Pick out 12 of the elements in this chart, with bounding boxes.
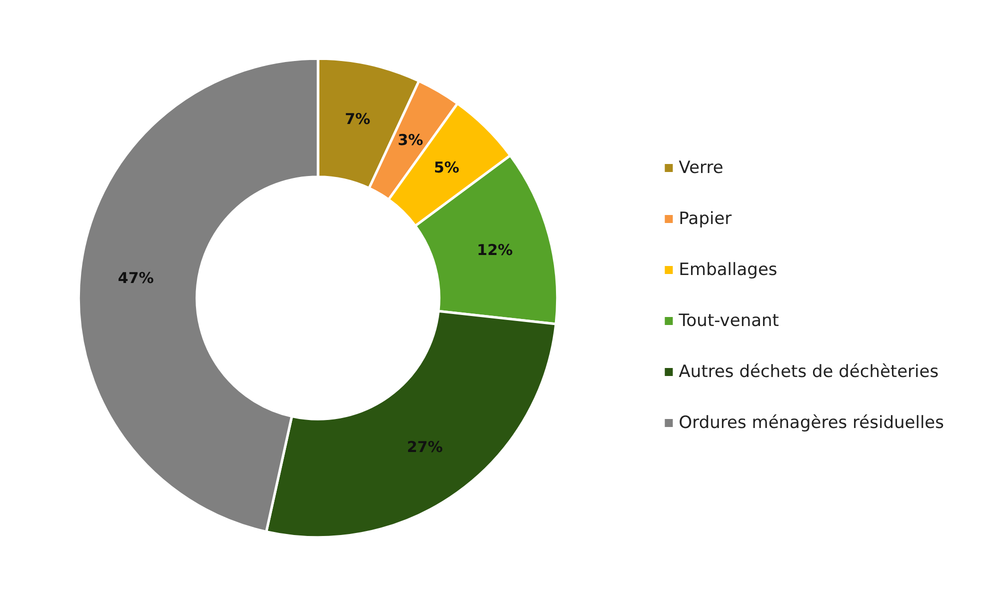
legend-label: Emballages <box>678 260 778 280</box>
data-label: 3% <box>398 130 424 149</box>
data-label: 5% <box>434 158 460 176</box>
data-label: 27% <box>406 438 443 456</box>
legend-label: Ordures ménagères résiduelles <box>678 413 944 433</box>
legend-label: Tout-venant <box>678 311 780 331</box>
legend-label: Papier <box>678 209 732 229</box>
data-label: 12% <box>476 241 513 260</box>
data-label: 7% <box>344 110 370 128</box>
legend-label: Verre <box>678 158 724 178</box>
legend-label: Autres déchets de déchèteries <box>678 362 939 382</box>
data-label: 47% <box>118 269 154 288</box>
